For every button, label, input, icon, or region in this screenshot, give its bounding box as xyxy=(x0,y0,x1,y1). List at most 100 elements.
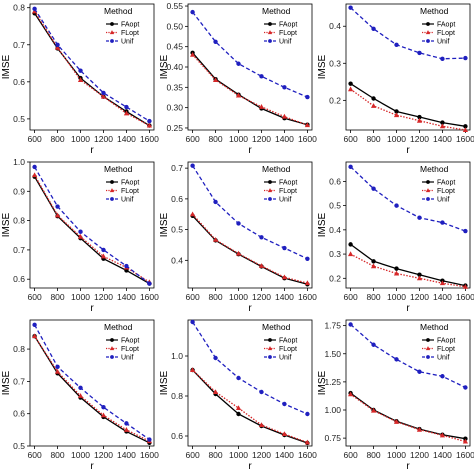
data-point-flopt xyxy=(347,86,354,92)
data-point-unif xyxy=(394,203,399,208)
data-point-flopt xyxy=(54,368,61,374)
chart-panel-5: 0.4 0.5 0.6 0.7 600 800 1000 1200 1400 1600 r IMSE M… xyxy=(159,161,317,314)
y-tick-label: 0.6 xyxy=(13,409,25,419)
x-tick-label: 600 xyxy=(343,450,357,460)
data-point-unif xyxy=(305,411,310,417)
data-point-unif xyxy=(305,94,310,100)
plot-frame xyxy=(187,161,313,289)
data-point-unif xyxy=(259,235,264,240)
data-point-flopt xyxy=(123,110,130,116)
y-tick-label: 0.7 xyxy=(13,40,25,50)
y-axis-label: IMSE xyxy=(1,54,12,79)
data-point-unif xyxy=(190,319,195,325)
legend-title: Method xyxy=(420,6,449,16)
legend-title: Method xyxy=(420,164,449,174)
x-tick-label: 1600 xyxy=(298,134,317,144)
series-line-faopt xyxy=(350,83,466,127)
legend-key-marker xyxy=(109,188,115,193)
data-point-unif xyxy=(371,26,376,32)
y-tick-label: 0.7 xyxy=(13,376,25,386)
legend-title: Method xyxy=(104,164,133,174)
x-tick-label: 1600 xyxy=(298,292,317,302)
data-point-flopt xyxy=(100,253,107,259)
data-point-unif xyxy=(371,186,376,191)
x-tick-label: 1000 xyxy=(71,134,90,144)
x-axis-label: r xyxy=(406,303,410,314)
x-tick-label: 600 xyxy=(185,134,199,144)
y-axis-label: IMSE xyxy=(1,370,12,395)
data-point-unif xyxy=(124,263,129,269)
data-point-unif xyxy=(101,247,106,253)
legend-key-marker xyxy=(268,338,272,342)
plot-frame xyxy=(345,3,471,131)
legend-key-marker xyxy=(426,338,430,342)
data-point-faopt xyxy=(236,411,241,417)
x-tick-label: 800 xyxy=(366,134,380,144)
y-tick-label: 0.6 xyxy=(171,194,183,204)
data-point-flopt xyxy=(212,236,219,242)
data-point-flopt xyxy=(235,250,242,256)
y-tick-label: 1.50 xyxy=(324,349,341,359)
x-tick-label: 1200 xyxy=(252,450,271,460)
legend-entry-label: FLopt xyxy=(279,346,297,353)
plot-frame xyxy=(29,3,155,131)
legend-key-marker xyxy=(268,22,272,26)
x-tick-label: 600 xyxy=(343,292,357,302)
data-point-faopt xyxy=(348,242,353,247)
data-point-flopt xyxy=(462,283,469,289)
data-point-unif xyxy=(259,389,264,395)
y-tick-label: 0.7 xyxy=(13,245,25,255)
x-tick-label: 1200 xyxy=(410,292,429,302)
data-point-unif xyxy=(417,50,422,56)
data-point-flopt xyxy=(54,44,61,50)
x-tick-label: 1200 xyxy=(252,134,271,144)
legend-entry-label: Unif xyxy=(279,197,292,204)
data-point-unif xyxy=(463,385,468,390)
data-point-unif xyxy=(190,9,195,15)
legend-key-marker xyxy=(109,30,115,35)
data-point-flopt xyxy=(416,117,423,123)
x-tick-label: 1200 xyxy=(410,134,429,144)
x-tick-label: 1600 xyxy=(140,292,159,302)
plot-frame xyxy=(187,319,313,447)
legend-key-marker xyxy=(110,338,114,342)
legend-key-marker xyxy=(267,346,273,351)
y-tick-label: 1.00 xyxy=(324,405,341,415)
series-line-flopt xyxy=(34,11,150,127)
legend-entry-label: Unif xyxy=(437,39,450,46)
x-tick-label: 600 xyxy=(185,292,199,302)
legend-entry-label: Unif xyxy=(121,39,134,46)
data-point-unif xyxy=(440,374,445,379)
data-point-unif xyxy=(417,215,422,220)
y-tick-label: 0.6 xyxy=(171,431,183,441)
x-tick-label: 1400 xyxy=(433,292,452,302)
x-tick-label: 1400 xyxy=(275,134,294,144)
x-tick-label: 600 xyxy=(27,134,41,144)
data-point-flopt xyxy=(347,251,354,257)
x-tick-label: 800 xyxy=(50,134,64,144)
legend-key-marker xyxy=(268,197,272,201)
series-line-unif xyxy=(34,8,150,122)
y-tick-label: 0.45 xyxy=(166,42,183,52)
legend-entry-label: FAopt xyxy=(121,338,139,345)
data-point-flopt xyxy=(281,274,288,280)
legend-title: Method xyxy=(262,164,291,174)
data-point-flopt xyxy=(123,427,130,432)
series-line-unif xyxy=(34,166,150,285)
legend-key-marker xyxy=(267,30,273,35)
data-point-flopt xyxy=(189,211,196,217)
legend-title: Method xyxy=(262,322,291,332)
data-point-flopt xyxy=(146,122,153,128)
data-point-unif xyxy=(55,204,60,209)
data-point-unif xyxy=(440,56,445,62)
x-axis-label: r xyxy=(406,145,410,156)
data-point-faopt xyxy=(371,259,376,264)
x-tick-label: 1400 xyxy=(117,134,136,144)
legend-key-marker xyxy=(426,39,430,43)
x-tick-label: 800 xyxy=(208,134,222,144)
y-tick-label: 0.3 xyxy=(329,249,341,259)
x-tick-label: 1200 xyxy=(252,292,271,302)
data-point-flopt xyxy=(77,233,84,239)
